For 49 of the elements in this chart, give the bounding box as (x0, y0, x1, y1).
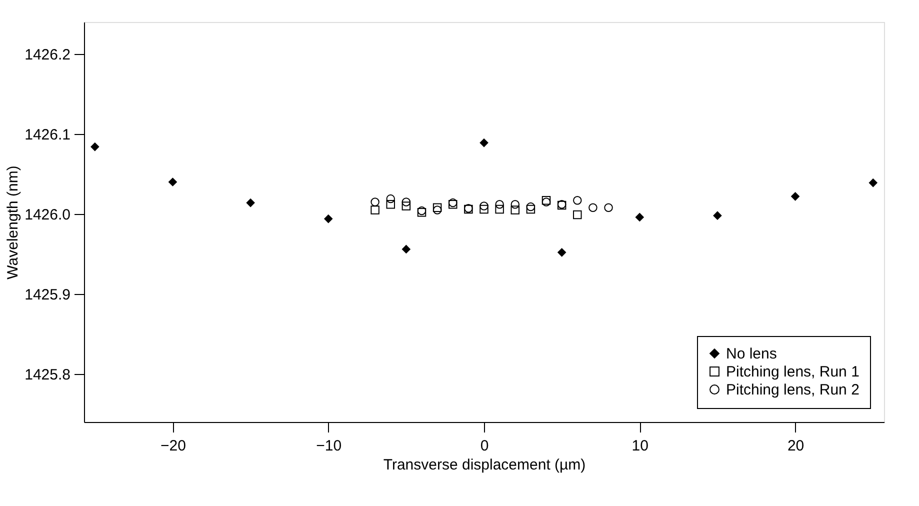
x-tick-label: 10 (632, 438, 648, 454)
point (402, 202, 411, 210)
x-tick-label: −20 (160, 438, 186, 454)
point (370, 206, 380, 214)
point (635, 212, 644, 222)
point (168, 178, 177, 186)
point (526, 204, 536, 214)
y-tick-label: 1425.9 (24, 286, 70, 304)
point (510, 206, 520, 214)
y-tick-label: 1426.0 (24, 206, 70, 224)
point (495, 204, 504, 214)
point (417, 206, 426, 216)
legend-label: Pitching lens, Run 1 (726, 364, 860, 380)
y-tick-label: 1425.8 (24, 366, 70, 384)
point (90, 142, 100, 152)
point (402, 244, 410, 254)
point (386, 194, 395, 204)
point (588, 203, 598, 212)
legend-label: Pitching lens, Run 2 (726, 382, 860, 398)
point (510, 200, 520, 209)
x-tick-label: 0 (480, 438, 489, 454)
point (573, 196, 582, 205)
point (868, 178, 878, 188)
legend-label: No lens (726, 346, 777, 362)
point (480, 138, 488, 148)
point (791, 192, 800, 201)
point (370, 198, 380, 206)
y-tick-label: 1426.1 (24, 126, 70, 144)
point (386, 200, 395, 209)
point (448, 200, 458, 209)
point (432, 203, 442, 212)
x-tick-label: −10 (316, 438, 342, 454)
y-axis-title: Wavelength (nm) (4, 166, 22, 280)
point (480, 202, 488, 210)
point (604, 203, 613, 212)
point (402, 198, 411, 206)
x-tick-label: 20 (787, 438, 804, 454)
y-tick-label: 1426.2 (24, 46, 70, 64)
point (417, 208, 426, 217)
point (246, 198, 255, 208)
point (558, 248, 566, 257)
point (573, 210, 582, 220)
point (480, 204, 488, 214)
point (526, 202, 536, 212)
point (324, 214, 333, 224)
x-axis-title: Transverse displacement (µm) (383, 456, 586, 474)
point (432, 206, 442, 214)
point (713, 211, 722, 220)
point (495, 200, 504, 209)
